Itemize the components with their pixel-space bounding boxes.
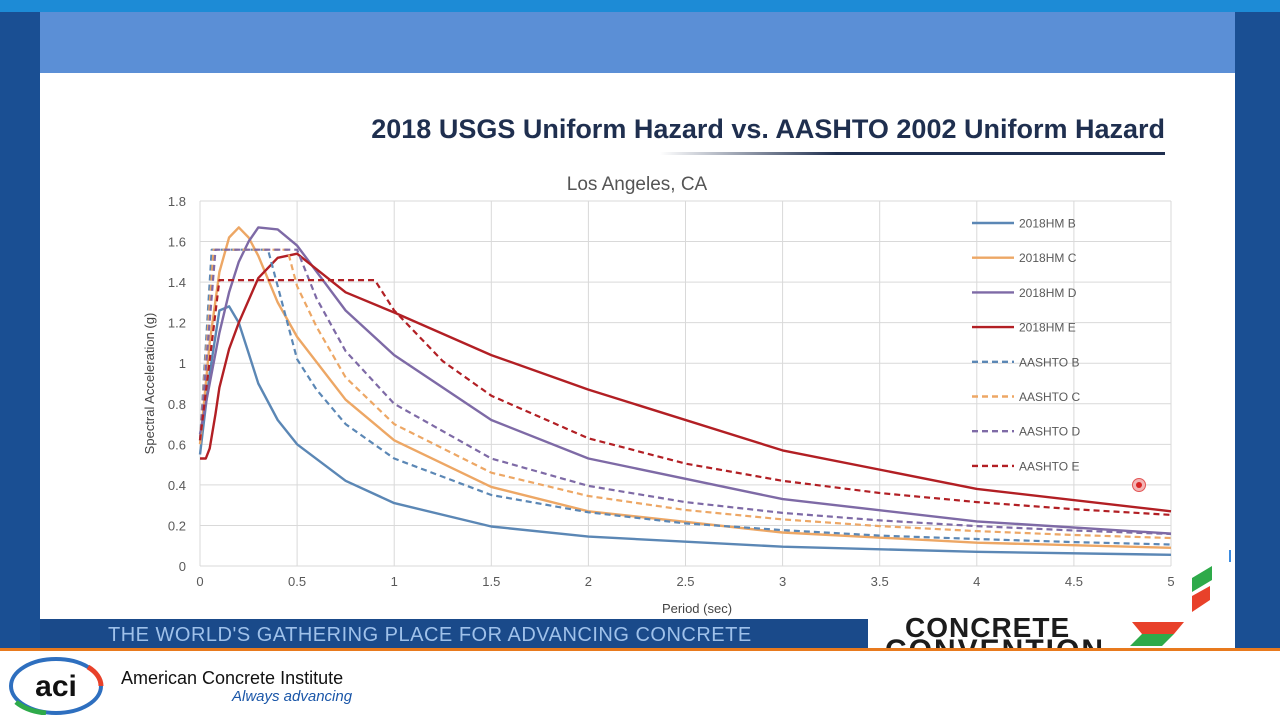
legend: 2018HM B 2018HM C 2018HM D 2018HM E AASHTO B… [972, 217, 1080, 473]
series [198, 226, 1172, 556]
x-tick-label: 2.5 [676, 574, 694, 589]
x-tick-label: 1 [391, 574, 398, 589]
y-tick-label: 1 [179, 356, 186, 371]
org-name: American Concrete Institute [121, 668, 344, 688]
x-tick-label: 2 [585, 574, 592, 589]
title-underline [660, 152, 1165, 155]
frame-left [0, 12, 40, 648]
convention-logo: CONCRETE CONVENTION [870, 612, 1200, 648]
legend-label: AASHTO E [1019, 459, 1079, 473]
series-line-2018hm-d [198, 226, 1172, 535]
x-axis-label: Period (sec) [662, 601, 732, 616]
frame-right [1235, 12, 1280, 648]
series-line-aashto-c [198, 248, 1172, 540]
org-tagline: Always advancing [232, 688, 353, 705]
legend-label: 2018HM C [1019, 251, 1077, 265]
x-tick-label: 3 [779, 574, 786, 589]
x-tick-label: 0 [196, 574, 203, 589]
convention-z-mark-icon [1130, 622, 1184, 646]
y-tick-label: 0.4 [168, 478, 186, 493]
series-line-2018hm-e [200, 252, 1172, 513]
y-tick-label: 1.8 [168, 194, 186, 209]
x-tick-label: 3.5 [871, 574, 889, 589]
legend-label: 2018HM E [1019, 321, 1076, 335]
y-axis-label: Spectral Acceleration (g) [142, 313, 157, 455]
convention-logo-word-1: CONCRETE [905, 612, 1071, 643]
grid [199, 200, 1172, 567]
aci-logo-text: aci [35, 670, 77, 703]
series-line-2018hm-c [198, 226, 1172, 549]
side-mark-accent [1229, 550, 1231, 562]
x-tick-label: 4 [973, 574, 980, 589]
laser-pointer [1132, 478, 1146, 492]
axis-ticks: 0 0.5 1 1.5 2 2.5 3 3.5 4 4.5 5 0 0.2 0.4 0.6 0.8 1 1.2 1.… [168, 194, 1175, 589]
legend-label: AASHTO B [1019, 355, 1079, 369]
legend-label: 2018HM D [1019, 286, 1077, 300]
y-tick-label: 1.2 [168, 316, 186, 331]
y-tick-label: 0.8 [168, 397, 186, 412]
slide-header-band [40, 12, 1235, 73]
footer [0, 651, 1280, 720]
convention-side-mark-icon [1192, 566, 1212, 612]
series-line-aashto-d [198, 248, 1172, 536]
y-tick-label: 1.4 [168, 275, 186, 290]
chart: Los Angeles, CA Spectral Acceleration (g… [142, 174, 1175, 616]
legend-label: 2018HM B [1019, 217, 1076, 231]
y-tick-label: 0.2 [168, 518, 186, 533]
convention-logo-word-2: CONVENTION [885, 634, 1105, 648]
series-line-aashto-b [198, 248, 1172, 546]
conference-banner-text: THE WORLD'S GATHERING PLACE FOR ADVANCIN… [108, 624, 752, 646]
legend-label: AASHTO C [1019, 390, 1080, 404]
legend-label: AASHTO D [1019, 425, 1080, 439]
x-tick-label: 4.5 [1065, 574, 1083, 589]
x-tick-label: 5 [1167, 574, 1174, 589]
x-tick-label: 1.5 [482, 574, 500, 589]
slide-title: 2018 USGS Uniform Hazard vs. AASHTO 2002… [371, 114, 1165, 144]
aci-logo-icon: aci [9, 657, 104, 715]
conference-banner [40, 619, 868, 648]
footer-accent-line [0, 648, 1280, 651]
y-tick-label: 1.6 [168, 235, 186, 250]
window-top-bar [0, 0, 1280, 12]
chart-title: Los Angeles, CA [567, 174, 708, 195]
y-tick-label: 0.6 [168, 437, 186, 452]
x-tick-label: 0.5 [288, 574, 306, 589]
slide: 2018 USGS Uniform Hazard vs. AASHTO 2002… [40, 12, 1235, 648]
series-line-aashto-e [198, 279, 1172, 516]
y-tick-label: 0 [179, 559, 186, 574]
